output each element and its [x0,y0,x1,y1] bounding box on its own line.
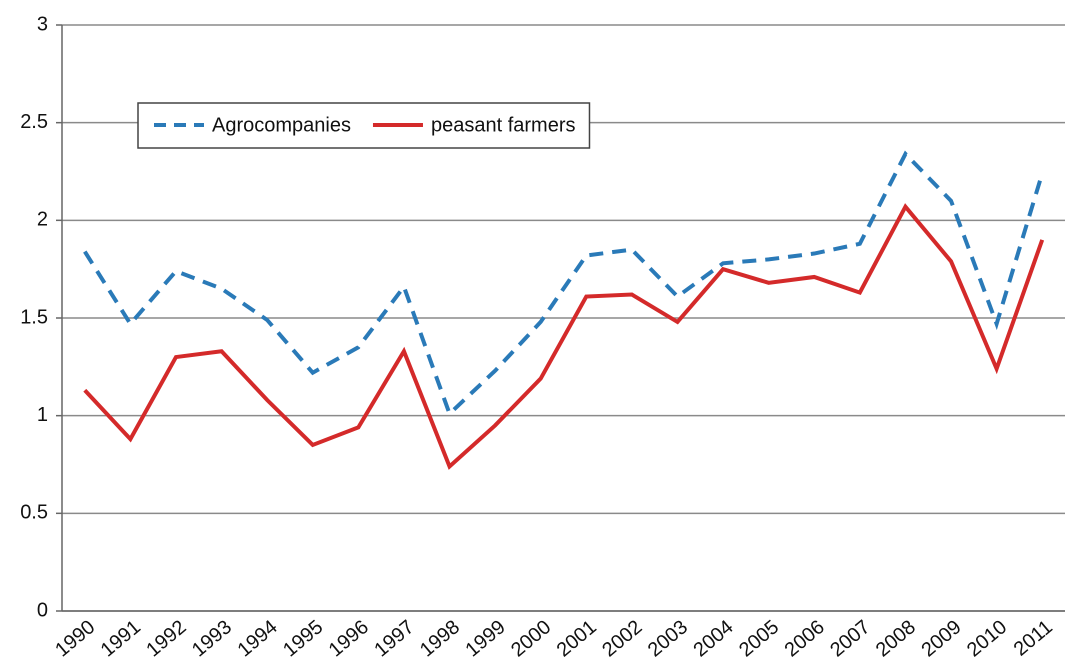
legend: Agrocompanies peasant farmers [137,102,591,149]
x-tick-label: 1998 [416,616,464,661]
x-tick-label: 1996 [325,616,373,661]
x-tick-label: 1990 [51,616,99,661]
data-line [83,150,1045,418]
x-tick-label: 2011 [1010,616,1057,661]
x-tick-label: 2006 [781,616,829,661]
y-tick-label: 1.5 [20,306,48,328]
y-tick-label: 2 [37,209,48,231]
x-tick-label: 1997 [370,616,418,661]
x-tick-label: 2005 [735,616,783,661]
x-tick-label: 1991 [97,616,145,661]
x-tick-label: 1993 [188,616,236,661]
x-tick-label: 1992 [142,616,190,661]
x-tick-label: 2008 [872,616,920,661]
x-tick-label: 2007 [826,616,874,661]
y-tick-label: 0.5 [20,502,48,524]
y-tick-label: 2.5 [20,111,48,133]
x-tick-label: 2004 [689,616,737,661]
x-tick-label: 1994 [234,616,282,661]
data-line [83,203,1045,470]
y-tick-label: 3 [37,13,48,35]
x-tick-label: 2000 [507,616,555,661]
x-tick-label: 2001 [553,616,601,661]
x-tick-label: 2003 [644,616,692,661]
x-tick-label: 2010 [963,616,1011,661]
x-tick-label: 2002 [598,616,646,661]
x-tick-label: 2009 [917,616,965,661]
legend-label: Agrocompanies [212,114,351,136]
legend-box [137,102,591,149]
legend-label: peasant farmers [431,114,576,136]
x-tick-label: 1995 [279,616,327,661]
y-tick-label: 0 [37,599,48,621]
x-tick-label: 1999 [461,616,509,661]
y-tick-label: 1 [37,404,48,426]
